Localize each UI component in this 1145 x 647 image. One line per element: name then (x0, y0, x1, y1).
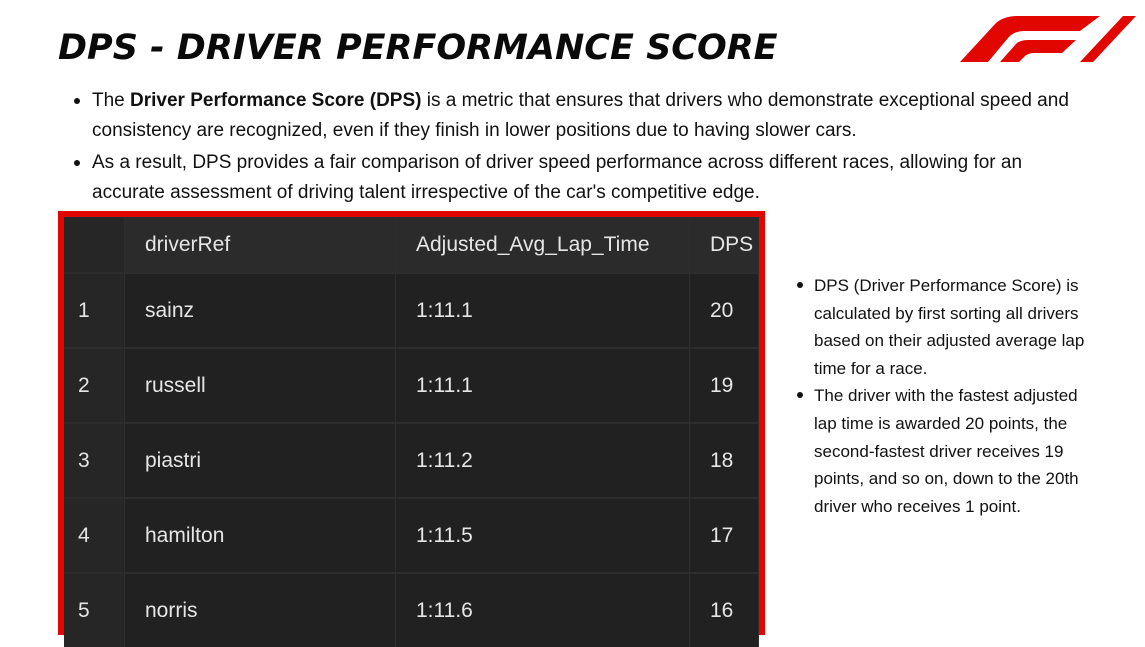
intro-bullet-text: The (92, 90, 131, 111)
row-index: 1 (64, 272, 125, 348)
intro-bullet-text: As a result, DPS provides a fair compari… (92, 152, 1023, 203)
table-header-row: driverRef Adjusted_Avg_Lap_Time DPS (64, 217, 759, 273)
f1-logo-one (1080, 16, 1136, 62)
cell-driverref: norris (124, 572, 396, 647)
cell-lap-time: 1:11.5 (395, 497, 690, 573)
side-bullet: The driver with the fastest adjusted lap… (796, 382, 1096, 520)
cell-dps: 18 (689, 422, 759, 498)
dps-table: driverRef Adjusted_Avg_Lap_Time DPS 1 sa… (64, 217, 759, 647)
table-row: 4 hamilton 1:11.5 17 (64, 497, 759, 573)
cell-lap-time: 1:11.1 (395, 347, 690, 423)
f1-logo-f-mark (960, 16, 1100, 62)
column-header-adjusted-avg-lap-time: Adjusted_Avg_Lap_Time (395, 217, 690, 273)
row-index: 3 (64, 422, 125, 498)
cell-driverref: hamilton (124, 497, 396, 573)
cell-lap-time: 1:11.1 (395, 272, 690, 348)
column-header-dps: DPS (689, 217, 759, 273)
cell-dps: 20 (689, 272, 759, 348)
column-header-driverref: driverRef (124, 217, 396, 273)
row-index: 4 (64, 497, 125, 573)
cell-driverref: sainz (124, 272, 396, 348)
side-bullet: DPS (Driver Performance Score) is calcul… (796, 272, 1096, 382)
intro-bullet-bold-term: Driver Performance Score (DPS) (130, 90, 422, 111)
cell-dps: 17 (689, 497, 759, 573)
dps-table-frame: driverRef Adjusted_Avg_Lap_Time DPS 1 sa… (58, 211, 765, 647)
row-index: 2 (64, 347, 125, 423)
cell-driverref: russell (124, 347, 396, 423)
table-row: 3 piastri 1:11.2 18 (64, 422, 759, 498)
intro-bullet-text: is a metric that ensures that drivers wh… (92, 90, 1069, 141)
cell-lap-time: 1:11.6 (395, 572, 690, 647)
table-row: 1 sainz 1:11.1 20 (64, 272, 759, 348)
table-row: 5 norris 1:11.6 16 (64, 572, 759, 647)
page-title: DPS - DRIVER PERFORMANCE SCORE (58, 28, 778, 68)
f1-logo-icon (960, 16, 1136, 62)
cell-driverref: piastri (124, 422, 396, 498)
intro-bullet-list: The Driver Performance Score (DPS) is a … (72, 86, 1072, 210)
intro-bullet: As a result, DPS provides a fair compari… (72, 148, 1072, 208)
column-header-index (64, 217, 125, 273)
table-row: 2 russell 1:11.1 19 (64, 347, 759, 423)
side-bullet-list: DPS (Driver Performance Score) is calcul… (796, 272, 1096, 520)
f1-logo-f-bar (1000, 40, 1076, 62)
cell-dps: 19 (689, 347, 759, 423)
intro-bullet: The Driver Performance Score (DPS) is a … (72, 86, 1072, 146)
cell-dps: 16 (689, 572, 759, 647)
row-index: 5 (64, 572, 125, 647)
cell-lap-time: 1:11.2 (395, 422, 690, 498)
